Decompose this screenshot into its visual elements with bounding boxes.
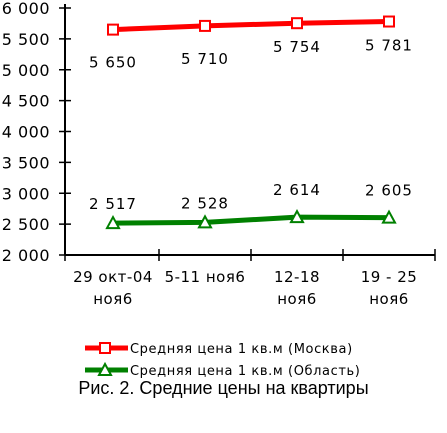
data-point-marker [383,15,395,28]
x-tick-label: 29 окт-04 [73,268,153,286]
figure-caption: Рис. 2. Средние цены на квартиры [78,378,369,398]
y-tick-label: 2 000 [2,246,50,265]
data-label: 5 781 [365,37,413,55]
legend-swatch-marker [99,342,111,354]
y-tick-label: 2 500 [2,215,50,234]
legend: Средняя цена 1 кв.м (Москва) Средняя цена… [85,342,360,379]
data-label: 2 614 [273,181,321,199]
y-tick-label: 6 000 [2,0,50,18]
legend-label: Средняя цена 1 кв.м (Область) [130,364,360,379]
data-label: 2 528 [181,194,229,212]
data-point-marker [199,19,211,32]
data-point-marker [291,17,303,30]
series-line [112,19,390,33]
data-point-marker [107,23,119,36]
y-tick-label: 3 000 [2,184,50,203]
data-point-marker [289,208,305,224]
x-tick-label: ноя6 [369,290,409,308]
y-tick-label: 4 000 [2,123,50,142]
data-point-marker [105,214,121,230]
legend-swatch-marker [97,361,113,376]
data-point-marker [381,209,397,224]
y-axis-ticks: 6 000 5 500 5 000 4 500 4 000 3 500 3 000 2 500… [2,0,71,265]
axes [64,4,435,256]
y-tick-label: 3 500 [2,153,50,172]
x-tick-label: 19 - 25 [361,268,418,286]
data-label: 5 710 [181,50,229,68]
x-axis-ticks: 29 окт-04 ноя6 5-11 ноя6 12-18 ноя6 19 - 25 но… [64,249,436,308]
x-tick-label: ноя6 [93,290,133,308]
x-tick-label: ноя6 [277,290,317,308]
series-layer: 5 650 5 710 5 754 5 781 2 517 2 528 2 614 2 605 [89,15,413,230]
data-label: 5 650 [89,54,137,72]
x-tick-label: 12-18 [274,268,320,286]
data-label: 2 605 [365,182,413,200]
y-tick-label: 5 500 [2,30,50,49]
y-tick-label: 4 500 [2,92,50,111]
legend-label: Средняя цена 1 кв.м (Москва) [130,342,353,357]
series-line [112,214,390,226]
data-label: 5 754 [273,38,321,56]
data-point-marker [197,214,213,229]
data-label: 2 517 [89,195,137,213]
y-tick-label: 5 000 [2,61,50,80]
x-tick-label: 5-11 ноя6 [165,268,246,286]
